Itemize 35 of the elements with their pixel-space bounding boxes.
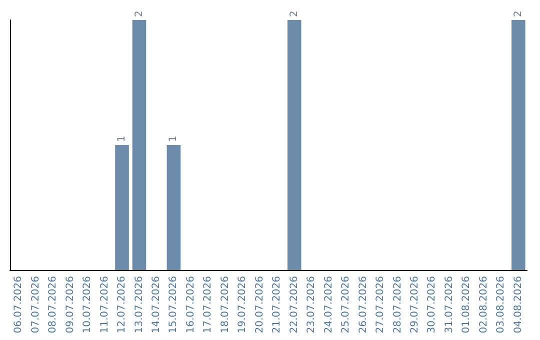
x-tick-label: 12.07.2026 (116, 276, 128, 334)
x-tick-label: 21.07.2026 (272, 276, 283, 334)
x-tick-label: 15.07.2026 (168, 276, 180, 334)
data-label: 1 (168, 136, 180, 142)
x-tick-label: 30.07.2026 (426, 276, 438, 334)
data-label: 2 (134, 10, 145, 17)
x-tick-label: 20.07.2026 (254, 276, 266, 334)
x-tick-label: 22.07.2026 (288, 276, 300, 334)
x-tick-label: 17.07.2026 (202, 276, 214, 334)
x-tick-label: 08.07.2026 (48, 276, 59, 334)
x-tick-label: 14.07.2026 (150, 276, 162, 334)
x-tick-label: 25.07.2026 (340, 276, 352, 334)
x-tick-label: 06.07.2026 (13, 276, 24, 334)
x-tick-label: 13.07.2026 (134, 276, 145, 334)
x-tick-label: 03.08.2026 (496, 276, 507, 334)
x-tick-label: 04.08.2026 (512, 276, 524, 334)
x-tick-label: 16.07.2026 (185, 276, 196, 334)
x-tick-label: 29.07.2026 (409, 276, 420, 334)
x-tick-label: 18.07.2026 (220, 276, 231, 334)
data-label: 2 (512, 10, 524, 17)
x-tick-label: 23.07.2026 (306, 276, 318, 334)
x-tick-label: 26.07.2026 (358, 276, 369, 334)
x-tick-label: 31.07.2026 (444, 276, 455, 334)
x-tick-label: 01.08.2026 (461, 276, 472, 334)
x-tick-label: 02.08.2026 (478, 276, 490, 334)
x-tick-label: 28.07.2026 (392, 276, 404, 334)
data-label: 2 (288, 10, 300, 17)
x-tick-label: 24.07.2026 (323, 276, 334, 334)
x-tick-label: 19.07.2026 (237, 276, 248, 334)
x-tick-label: 11.07.2026 (99, 276, 110, 334)
x-tick-label: 10.07.2026 (82, 276, 94, 334)
x-tick-label: 09.07.2026 (64, 276, 76, 334)
data-label: 1 (116, 136, 128, 142)
x-tick-label: 07.07.2026 (30, 276, 42, 334)
x-tick-label: 27.07.2026 (375, 276, 386, 334)
